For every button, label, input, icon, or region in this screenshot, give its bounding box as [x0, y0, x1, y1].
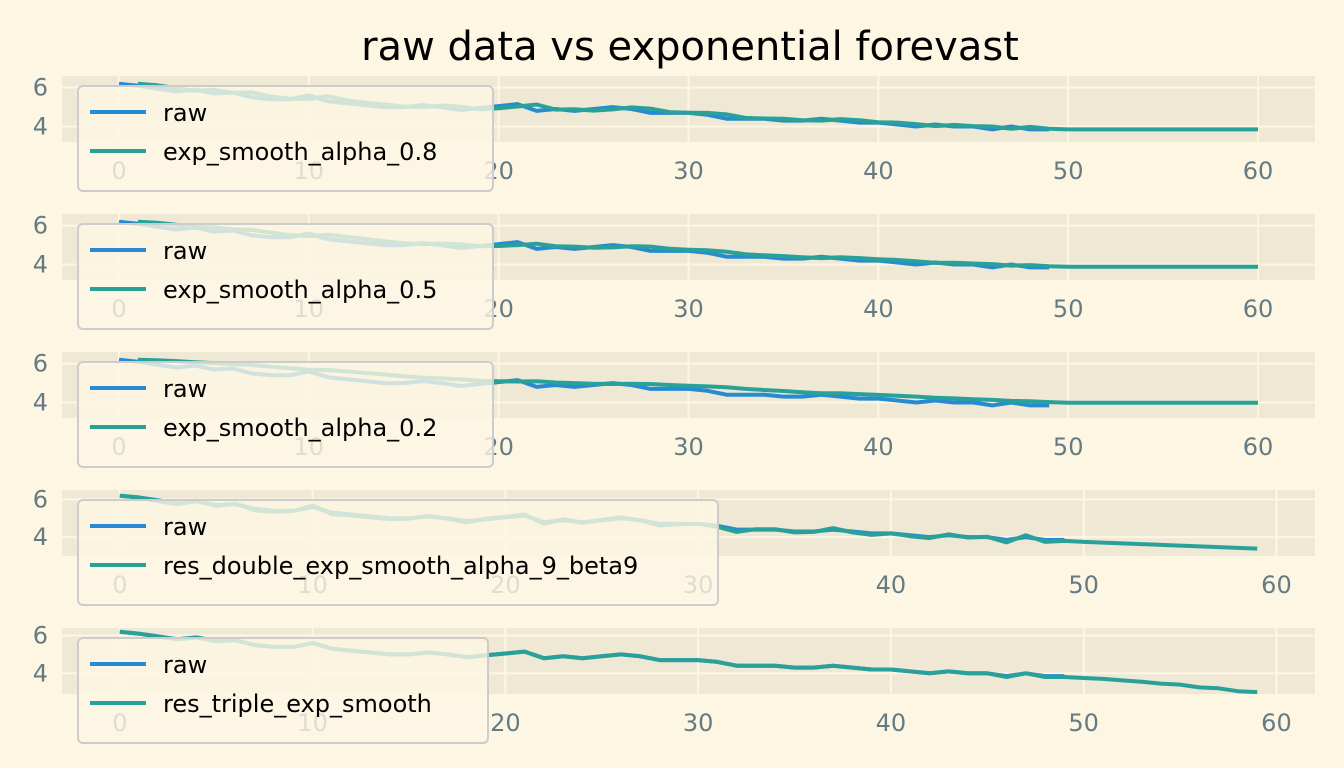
subplot-4: 010203040506046rawres_double_exp_smooth_…: [33, 485, 1315, 606]
x-tick-label: 30: [673, 295, 704, 323]
chart-title: raw data vs exponential forevast: [361, 24, 1019, 70]
x-tick-label: 40: [863, 433, 894, 461]
y-tick-label: 6: [33, 212, 48, 240]
y-tick-label: 6: [33, 485, 48, 513]
x-tick-label: 50: [1068, 709, 1099, 737]
x-tick-label: 50: [1053, 157, 1084, 185]
x-tick-label: 60: [1261, 571, 1292, 599]
legend-frame: [77, 499, 719, 606]
y-tick-label: 6: [33, 74, 48, 102]
x-tick-label: 50: [1053, 433, 1084, 461]
x-tick-label: 60: [1243, 157, 1274, 185]
legend: raw exp_smooth_alpha_0.8: [77, 85, 494, 192]
legend-label: res_double_exp_smooth_alpha_9_beta9: [163, 552, 638, 580]
legend-frame: [77, 361, 494, 468]
legend-label: res_triple_exp_smooth: [163, 690, 432, 718]
x-tick-label: 40: [876, 709, 907, 737]
subplot-2: 010203040506046rawexp_smooth_alpha_0.5: [33, 212, 1315, 330]
y-tick-label: 4: [33, 388, 48, 416]
x-tick-label: 60: [1261, 709, 1292, 737]
x-tick-label: 40: [876, 571, 907, 599]
legend-frame: [77, 223, 494, 330]
y-tick-label: 4: [33, 112, 48, 140]
y-tick-label: 6: [33, 350, 48, 378]
legend-label: raw: [163, 513, 207, 541]
legend-frame: [77, 637, 489, 744]
y-tick-label: 4: [33, 659, 48, 687]
subplot-1: 010203040506046rawexp_smooth_alpha_0.8: [33, 74, 1315, 192]
x-tick-label: 20: [490, 709, 521, 737]
subplot-3: 010203040506046rawexp_smooth_alpha_0.2: [33, 350, 1315, 468]
legend: raw res_double_exp_smooth_alpha_9_beta9: [77, 499, 719, 606]
x-tick-label: 50: [1053, 295, 1084, 323]
x-tick-label: 40: [863, 295, 894, 323]
legend: raw exp_smooth_alpha_0.5: [77, 223, 494, 330]
subplot-5: 010203040506046rawres_triple_exp_smooth: [33, 622, 1315, 744]
legend-label: exp_smooth_alpha_0.8: [163, 138, 437, 166]
legend-label: exp_smooth_alpha_0.5: [163, 276, 437, 304]
x-tick-label: 40: [863, 157, 894, 185]
subplots: 010203040506046rawexp_smooth_alpha_0.801…: [33, 74, 1315, 744]
x-tick-label: 60: [1243, 295, 1274, 323]
legend-label: raw: [163, 375, 207, 403]
legend: raw res_triple_exp_smooth: [77, 637, 489, 744]
legend-label: raw: [163, 651, 207, 679]
legend-label: exp_smooth_alpha_0.2: [163, 414, 437, 442]
x-tick-label: 30: [683, 709, 714, 737]
x-tick-label: 30: [673, 157, 704, 185]
legend-frame: [77, 85, 494, 192]
legend: raw exp_smooth_alpha_0.2: [77, 361, 494, 468]
x-tick-label: 30: [673, 433, 704, 461]
x-tick-label: 60: [1243, 433, 1274, 461]
y-tick-label: 4: [33, 523, 48, 551]
legend-label: raw: [163, 99, 207, 127]
legend-label: raw: [163, 237, 207, 265]
y-tick-label: 4: [33, 250, 48, 278]
x-tick-label: 50: [1068, 571, 1099, 599]
y-tick-label: 6: [33, 622, 48, 650]
